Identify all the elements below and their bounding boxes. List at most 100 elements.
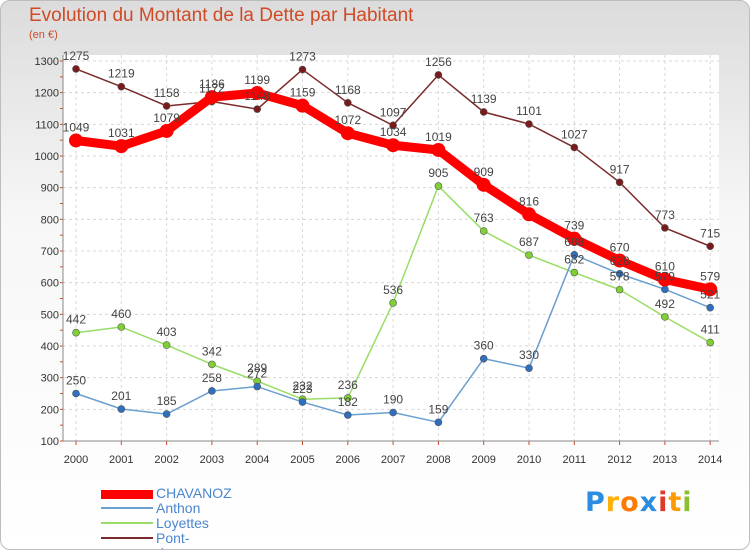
data-label-chavanoz: 1199: [244, 73, 270, 87]
data-point-pont-de-cheruy: [706, 242, 715, 251]
x-tick-label: 2012: [607, 454, 631, 466]
legend-swatch-anthon: [101, 507, 153, 509]
data-point-pont-de-cheruy: [434, 71, 443, 79]
data-point-chavanoz: [295, 98, 310, 113]
legend-label-chavanoz: CHAVANOZ: [156, 485, 232, 501]
data-point-loyettes: [117, 323, 126, 331]
data-label-loyettes: 687: [519, 235, 539, 249]
data-point-chavanoz: [567, 231, 582, 246]
data-label-loyettes: 763: [474, 211, 494, 225]
y-tick-label: 300: [41, 373, 59, 385]
data-point-chavanoz: [522, 207, 536, 222]
data-point-anthon: [615, 269, 624, 278]
x-tick-label: 2003: [200, 454, 224, 466]
legend-swatch-chavanoz: [101, 490, 153, 499]
data-point-pont-de-cheruy: [615, 178, 624, 187]
data-label-chavanoz: 1072: [334, 113, 361, 127]
data-label-chavanoz: 1079: [153, 111, 180, 125]
data-point-anthon: [162, 410, 171, 418]
data-point-anthon: [298, 398, 307, 406]
data-point-chavanoz: [250, 85, 265, 100]
data-label-chavanoz: 1019: [425, 130, 452, 144]
data-label-pont-de-cheruy: 1219: [108, 67, 135, 81]
data-point-chavanoz: [69, 133, 83, 148]
data-label-pont-de-cheruy: 1256: [425, 55, 452, 69]
data-label-pont-de-cheruy: 1097: [380, 105, 407, 119]
data-label-pont-de-cheruy: 1273: [289, 50, 316, 64]
data-point-loyettes: [525, 251, 533, 259]
data-label-anthon: 190: [383, 393, 403, 407]
legend-label-pont-de-cheruy: Pont-de-Chéruy: [156, 530, 190, 550]
y-tick-label: 800: [41, 214, 59, 226]
data-label-anthon: 579: [655, 269, 675, 283]
logo-letter: x: [639, 487, 659, 518]
data-label-anthon: 688: [564, 235, 584, 249]
data-point-chavanoz: [340, 126, 355, 141]
data-label-loyettes: 632: [564, 253, 584, 267]
data-label-anthon: 182: [338, 395, 358, 409]
data-label-loyettes: 536: [383, 283, 403, 297]
data-point-anthon: [208, 387, 216, 395]
data-point-anthon: [343, 411, 352, 419]
legend-label-loyettes: Loyettes: [156, 515, 209, 531]
logo-letter: i: [682, 487, 693, 518]
x-tick-label: 2002: [154, 454, 178, 466]
data-point-anthon: [525, 364, 533, 372]
data-label-loyettes: 905: [428, 166, 448, 180]
data-label-pont-de-cheruy: 1168: [335, 83, 361, 97]
data-point-chavanoz: [612, 253, 627, 268]
data-label-pont-de-cheruy: 1027: [561, 127, 588, 141]
y-tick-label: 100: [41, 436, 59, 448]
data-point-loyettes: [570, 268, 579, 277]
data-point-pont-de-cheruy: [525, 120, 533, 128]
y-tick-label: 1100: [35, 119, 59, 131]
data-label-anthon: 159: [428, 402, 448, 416]
chart-unit-label: (en €): [29, 29, 58, 41]
data-point-pont-de-cheruy: [72, 65, 80, 73]
data-label-anthon: 223: [292, 382, 312, 396]
data-label-pont-de-cheruy: 1172: [199, 82, 225, 96]
data-point-chavanoz: [703, 282, 718, 297]
data-point-chavanoz: [204, 90, 219, 105]
data-label-loyettes: 236: [338, 378, 358, 392]
data-point-anthon: [479, 354, 488, 363]
x-tick-label: 2001: [109, 454, 133, 466]
data-label-chavanoz: 1034: [380, 125, 407, 139]
data-label-chavanoz: 1186: [199, 77, 225, 91]
data-point-anthon: [389, 408, 397, 417]
y-tick-label: 700: [41, 246, 59, 258]
data-point-chavanoz: [386, 138, 401, 153]
data-point-anthon: [72, 389, 80, 398]
data-label-pont-de-cheruy: 773: [655, 208, 675, 222]
data-point-chavanoz: [657, 272, 672, 287]
plot-area: [63, 55, 719, 441]
y-tick-label: 500: [41, 309, 59, 321]
data-label-anthon: 521: [700, 288, 720, 302]
x-tick-label: 2000: [64, 454, 88, 466]
data-label-chavanoz: 1049: [63, 120, 90, 134]
logo-letter: t: [668, 487, 683, 518]
legend-swatch-pont-de-cheruy: [101, 537, 153, 539]
data-point-loyettes: [389, 299, 397, 307]
y-tick-label: 1300: [35, 56, 59, 68]
data-point-loyettes: [615, 285, 624, 294]
data-point-pont-de-cheruy: [343, 99, 352, 107]
proxiti-logo: Proxiti: [585, 487, 693, 518]
logo-letter: P: [585, 487, 606, 518]
data-label-anthon: 201: [111, 389, 131, 403]
legend-swatch-loyettes: [101, 522, 153, 524]
data-label-chavanoz: 670: [610, 241, 630, 255]
x-tick-label: 2013: [653, 454, 677, 466]
data-label-chavanoz: 816: [519, 194, 539, 208]
data-label-chavanoz: 1159: [290, 86, 316, 100]
data-point-loyettes: [706, 338, 715, 347]
x-tick-label: 2011: [562, 454, 586, 466]
data-label-anthon: 250: [66, 374, 86, 388]
data-point-loyettes: [72, 328, 80, 337]
data-point-anthon: [570, 251, 579, 259]
x-tick-label: 2014: [698, 454, 722, 466]
data-label-loyettes: 492: [655, 297, 675, 311]
data-label-chavanoz: 579: [700, 269, 720, 283]
